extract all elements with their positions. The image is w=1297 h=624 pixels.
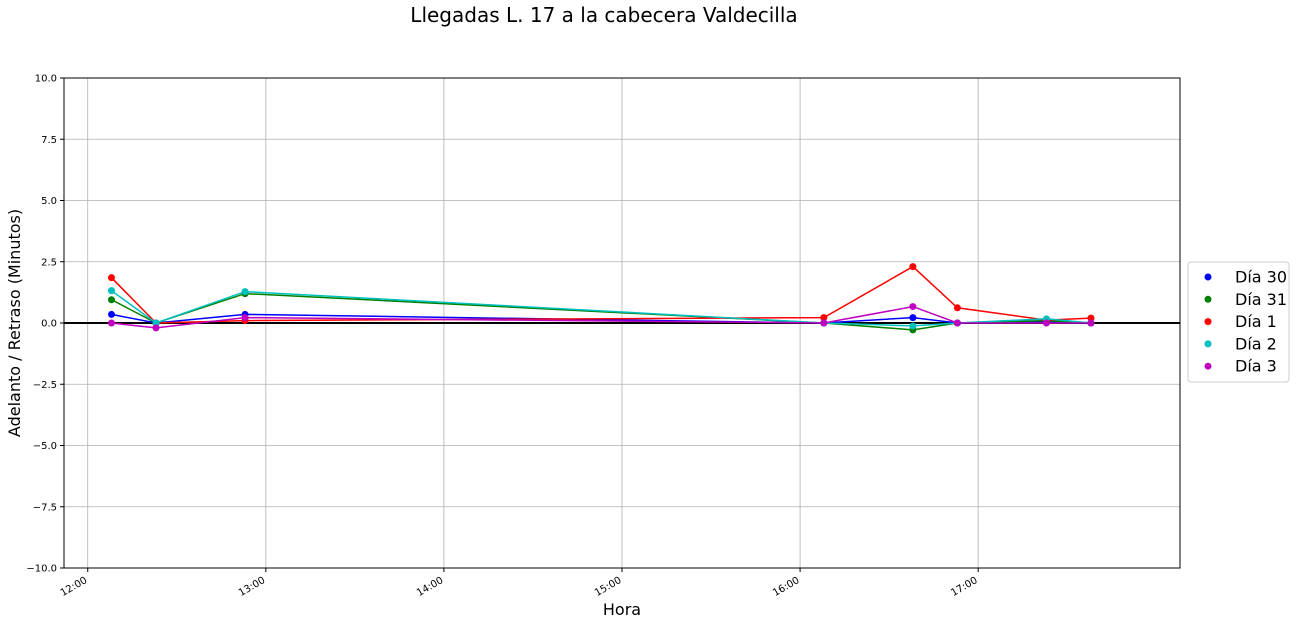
data-point	[107, 274, 115, 282]
y-tick-label: −7.5	[33, 502, 57, 513]
legend-marker	[1204, 318, 1212, 326]
y-tick-label: −10.0	[26, 564, 57, 575]
legend-marker	[1204, 340, 1212, 348]
data-point	[820, 314, 828, 322]
x-tick-label: 16:00	[771, 575, 801, 599]
series-line	[111, 290, 1092, 327]
y-tick-label: 5.0	[41, 196, 57, 207]
x-tick-label: 12:00	[59, 575, 89, 599]
data-point	[152, 319, 160, 327]
y-tick-label: 0.0	[41, 319, 57, 330]
data-point	[909, 314, 917, 322]
data-point	[909, 322, 917, 330]
series-line	[111, 313, 1092, 324]
y-tick-label: 2.5	[41, 257, 57, 268]
series-dia-3	[107, 303, 1095, 332]
x-tick-label: 14:00	[415, 575, 445, 599]
data-point	[1087, 319, 1095, 327]
x-tick-label: 13:00	[237, 575, 267, 599]
y-tick-label: 7.5	[41, 135, 57, 146]
legend-frame	[1187, 261, 1290, 383]
x-axis-label: Hora	[603, 600, 641, 619]
data-series	[107, 263, 1095, 334]
legend-marker	[1204, 273, 1212, 281]
legend-label: Día 31	[1235, 290, 1287, 309]
data-point	[241, 288, 249, 296]
data-point	[107, 319, 115, 327]
series-line	[111, 305, 1091, 329]
y-tick-label: −5.0	[33, 441, 57, 452]
chart-title: Llegadas L. 17 a la cabecera Valdecilla	[410, 3, 797, 27]
legend-label: Día 30	[1235, 268, 1287, 287]
data-point	[107, 310, 115, 318]
y-tick-label: 10.0	[35, 74, 57, 85]
legend-marker	[1204, 295, 1212, 303]
series-line	[110, 265, 1092, 324]
data-point	[953, 304, 961, 312]
y-axis-label: Adelanto / Retraso (Minutos)	[5, 209, 24, 437]
legend: Día 30 Día 31 Día 1 Día 2 Día 3	[1187, 261, 1290, 383]
x-tick-label: 15:00	[593, 575, 623, 599]
legend-label: Día 2	[1235, 334, 1277, 353]
data-point	[909, 303, 917, 311]
axis-ticks: 10.0 7.5 5.0 2.5 0.0 −2.5 −5.0 −7.5 −10.012:00 13…	[26, 74, 979, 600]
data-point	[241, 314, 249, 322]
data-point	[1042, 319, 1050, 327]
data-point	[820, 319, 828, 327]
legend-label: Día 3	[1235, 357, 1277, 376]
data-point	[107, 296, 115, 304]
data-point	[1087, 314, 1095, 322]
legend-marker	[1204, 362, 1212, 370]
series-dia-31	[107, 290, 1095, 334]
y-tick-label: −2.5	[33, 380, 57, 391]
x-tick-label: 17:00	[949, 575, 979, 599]
data-point	[953, 319, 961, 327]
data-point	[909, 263, 917, 271]
data-point	[107, 287, 115, 295]
data-point	[152, 324, 160, 332]
legend-label: Día 1	[1235, 312, 1277, 331]
